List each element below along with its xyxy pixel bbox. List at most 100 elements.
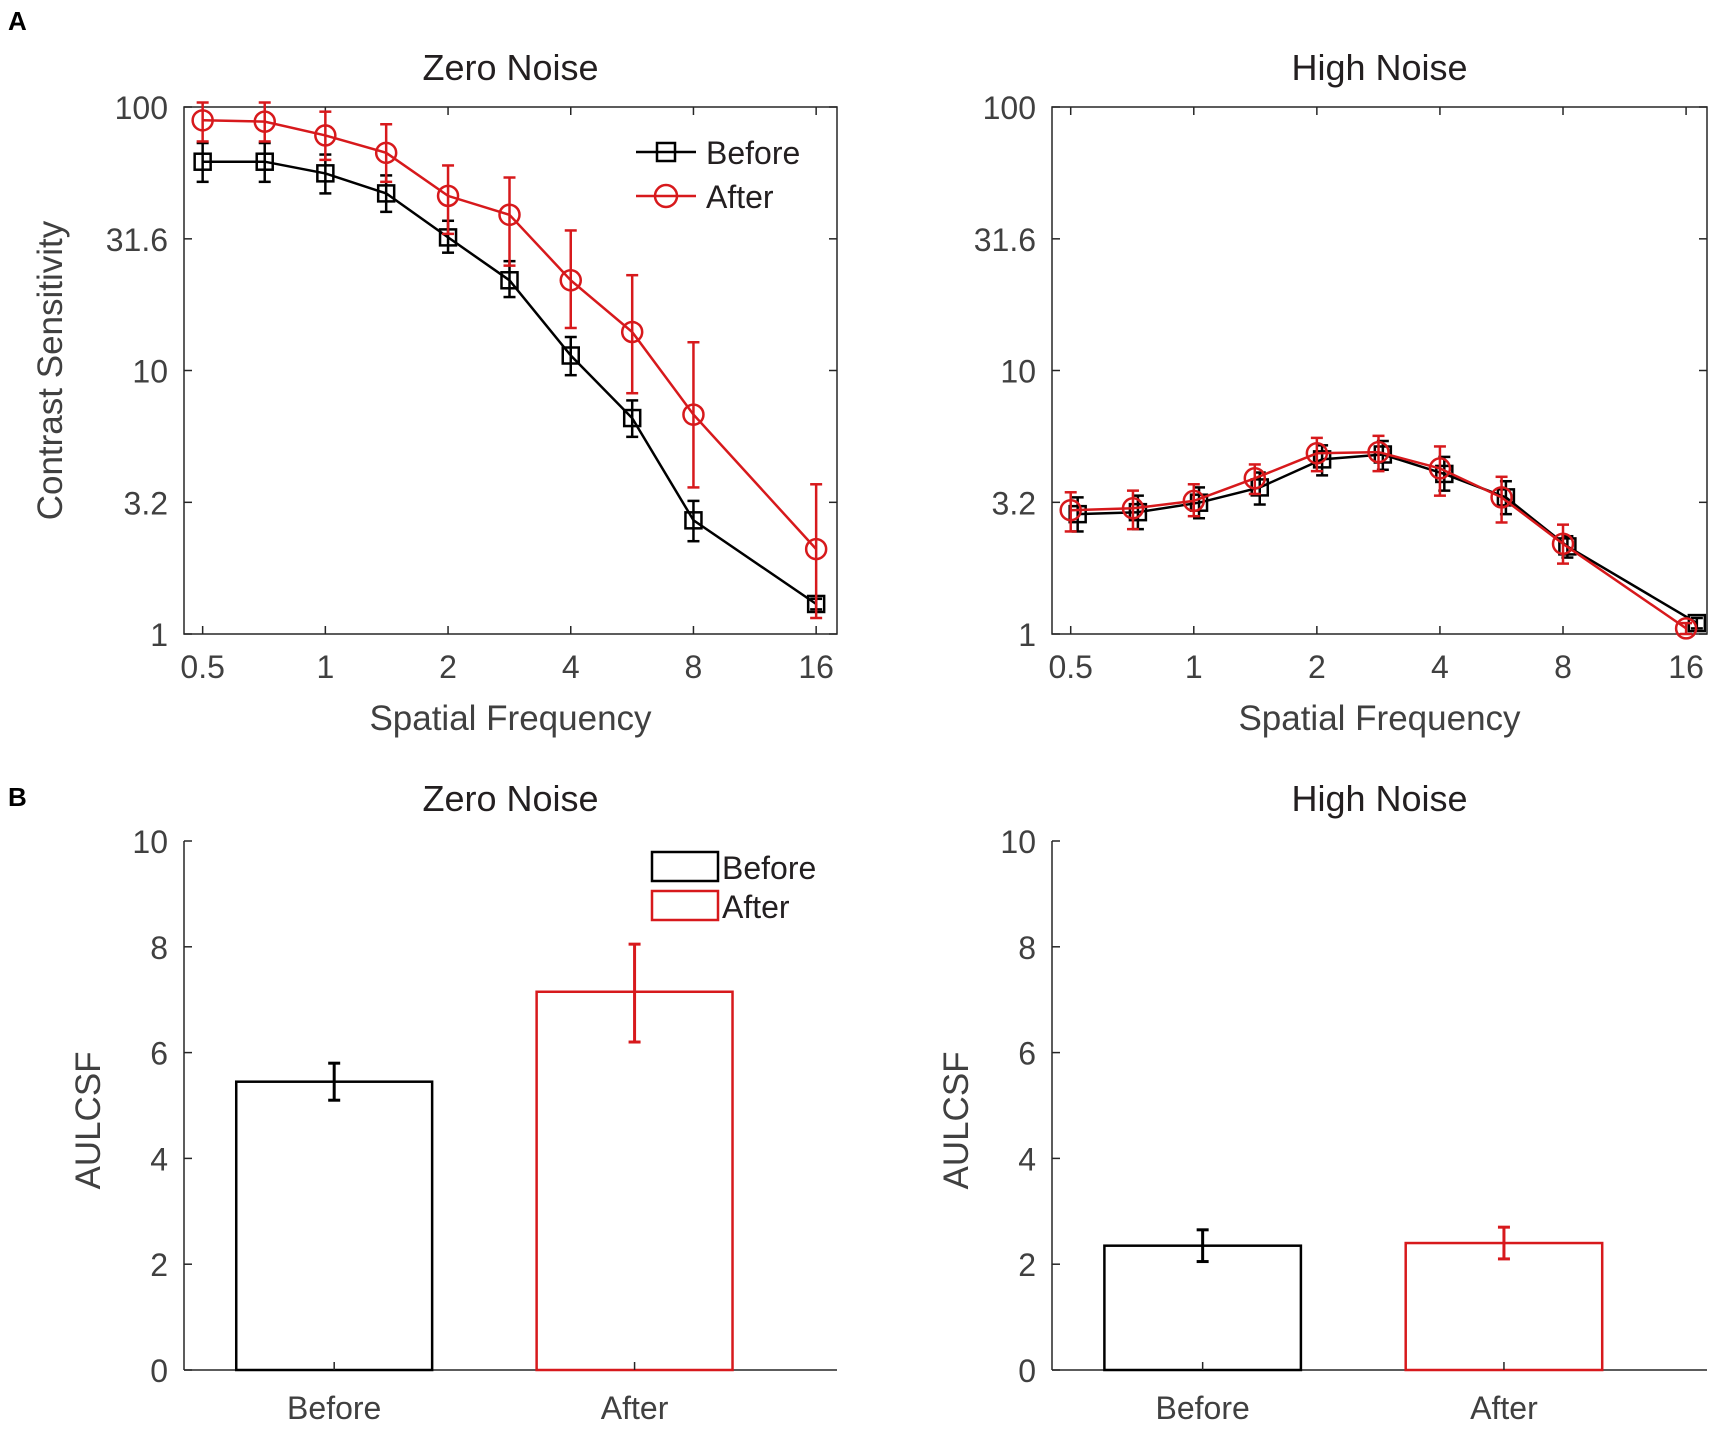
legend-bar-after-label: After [722, 889, 790, 925]
aulcsf-high-noise-chart: High Noise 0 2 4 6 8 10 AULCSF Before After [937, 778, 1707, 1426]
panel-label-a: A [8, 6, 27, 36]
csf_zero-point-after [314, 124, 337, 147]
aulcsf_zero-bar-after [535, 990, 734, 1372]
legend-before-swatch [650, 850, 720, 883]
csf_zero-line-before [202, 160, 817, 606]
csf_zero-point-after [682, 403, 705, 426]
csf_zero-ytick-label: 10 [132, 354, 168, 390]
legend-after-label: After [706, 179, 774, 215]
csf_high-point-before [1312, 450, 1332, 469]
csf_zero-point-before [255, 152, 274, 171]
csf_high-series-before [1068, 439, 1707, 633]
csf_zero-xtick-label: 1 [316, 649, 334, 685]
csf_zero-point-after [253, 110, 276, 133]
aulcsf_high-ylabel: AULCSF [937, 1051, 976, 1189]
csf_zero-ytick-label: 100 [115, 90, 168, 126]
csf_high-line-before [1077, 453, 1698, 625]
aulcsf_zero-ytick-label: 8 [150, 930, 168, 966]
aulcsf_high-ytick-label: 10 [1000, 824, 1036, 860]
panel-label-b: B [8, 782, 27, 812]
aulcsf_zero-category-label: Before [287, 1390, 381, 1426]
csf_zero-point-before [500, 271, 519, 290]
aulcsf_zero-ytick-label: 2 [150, 1247, 168, 1283]
csf_zero-ytick-label: 1 [150, 617, 168, 653]
csf_zero-point-before [622, 408, 642, 428]
csf_high-ytick-label: 3.2 [992, 485, 1036, 521]
aulcsf_zero-ylabel: AULCSF [69, 1051, 108, 1189]
aulcsf_high-title: High Noise [1291, 778, 1467, 819]
csf_high-line-after [1070, 450, 1687, 630]
csf_high-point-after [1243, 467, 1267, 490]
aulcsf_zero-ytick-label: 0 [150, 1353, 168, 1389]
aulcsf_high-bar-before [1103, 1244, 1303, 1372]
legend-bar: Before After [650, 850, 816, 925]
csf_zero-point-before [316, 164, 335, 183]
legend-bar-before-label: Before [722, 850, 816, 886]
aulcsf_high-bar-after [1404, 1241, 1604, 1372]
csf_high-xtick-label: 1 [1185, 649, 1203, 685]
csf_zero-point-after [559, 269, 583, 292]
csf_high-xtick-label: 2 [1308, 649, 1326, 685]
csf_zero-series-after [191, 101, 828, 620]
csf_high-ytick-label: 1 [1018, 617, 1036, 653]
csf_zero-point-before [684, 511, 703, 530]
csf_high-xlabel: Spatial Frequency [1238, 699, 1521, 738]
aulcsf_high-ytick-label: 8 [1018, 930, 1036, 966]
csf_zero-ylabel: Contrast Sensitivity [31, 220, 70, 520]
csf_high-xtick-label: 8 [1554, 649, 1572, 685]
csf_high-axes-box [1051, 106, 1708, 635]
csf_zero-xlabel: Spatial Frequency [369, 699, 652, 738]
legend-after-marker [653, 183, 679, 209]
csf_high-ytick-label: 10 [1000, 354, 1036, 390]
aulcsf_high-ytick-label: 4 [1018, 1141, 1036, 1177]
aulcsf_zero-category-label: After [601, 1390, 669, 1426]
csf_zero-series-before [193, 141, 826, 614]
csf_high-ytick-label: 31.6 [974, 222, 1036, 258]
aulcsf_zero-bar-before [234, 1080, 434, 1372]
csf_zero-point-after [374, 141, 398, 165]
aulcsf_high-ytick-label: 6 [1018, 1036, 1036, 1072]
csf_zero-point-after [436, 184, 460, 208]
csf_high-xtick-label: 4 [1431, 649, 1449, 685]
csf_high-point-after [1059, 498, 1082, 522]
csf_zero-point-after [804, 537, 828, 561]
legend-after-swatch [650, 889, 720, 922]
csf_zero-ytick-label: 31.6 [106, 222, 168, 258]
csf_high-point-after [1182, 489, 1206, 513]
csf_high-xtick-label: 0.5 [1048, 649, 1092, 685]
csf_zero-line-after [202, 119, 818, 550]
csf_zero-xtick-label: 16 [798, 649, 834, 685]
csf_high-point-after [1367, 440, 1390, 464]
csf_zero-point-after [191, 109, 214, 132]
legend-before-marker [655, 141, 677, 163]
aulcsf_zero-title: Zero Noise [422, 778, 598, 819]
csf-high-noise-chart: High Noise 0.5 1 2 4 8 16 1 3.2 10 31.6 100 Spatial … [974, 47, 1708, 738]
csf_zero-point-after [620, 320, 644, 344]
csf_zero-point-before [376, 184, 396, 203]
csf_high-point-after [1121, 497, 1145, 520]
aulcsf_high-ytick-label: 0 [1018, 1353, 1036, 1389]
csf_high-point-before [1128, 502, 1148, 522]
csf_high-point-before [1558, 537, 1577, 556]
aulcsf_zero-ytick-label: 6 [150, 1036, 168, 1072]
legend-line: Before After [636, 135, 800, 215]
csf_zero-point-after [498, 203, 521, 227]
aulcsf_zero-ytick-label: 10 [132, 824, 168, 860]
csf-zero-noise-chart: Zero Noise 0.5 1 2 4 8 16 1 3.2 10 31.6 100 Spatial … [31, 47, 838, 738]
csf_zero-title: Zero Noise [422, 47, 598, 88]
aulcsf_zero-ytick-label: 4 [150, 1141, 168, 1177]
csf_zero-xtick-label: 2 [439, 649, 457, 685]
csf_high-point-after [1305, 442, 1329, 465]
aulcsf_high-category-label: Before [1156, 1390, 1250, 1426]
csf_high-point-after [1551, 532, 1575, 556]
csf_high-xtick-label: 16 [1668, 649, 1704, 685]
aulcsf_high-ytick-label: 2 [1018, 1247, 1036, 1283]
csf_zero-ytick-label: 3.2 [124, 485, 168, 521]
csf_zero-xtick-label: 8 [685, 649, 703, 685]
csf_zero-xtick-label: 4 [562, 649, 580, 685]
legend-before-label: Before [706, 135, 800, 171]
csf_high-point-after [1428, 457, 1452, 480]
csf_zero-xtick-label: 0.5 [180, 649, 224, 685]
